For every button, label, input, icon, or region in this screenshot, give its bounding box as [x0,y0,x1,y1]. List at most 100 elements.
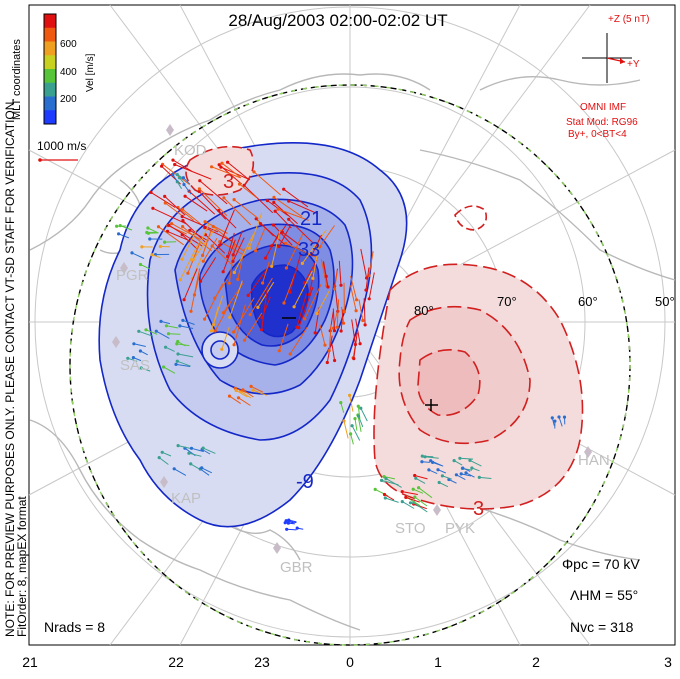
vector-origin-dot [182,183,185,186]
vector-origin-dot [203,318,206,321]
vector-origin-dot [383,493,386,496]
radar-label: KOD [174,142,207,159]
vector-origin-dot [277,208,280,211]
vector-origin-dot [183,298,186,301]
vector-origin-dot [551,416,554,419]
vector-origin-dot [175,342,178,345]
vector-origin-dot [355,309,358,312]
vector-origin-dot [182,176,185,179]
vector-origin-dot [220,348,223,351]
vector-origin-dot [202,260,205,263]
colorbar-segment [44,83,56,97]
vector-origin-dot [232,253,235,256]
vector-origin-dot [210,165,213,168]
vector-origin-dot [404,496,407,499]
vector-origin-dot [355,298,358,301]
vector-origin-dot [357,405,360,408]
vector-origin-dot [179,278,182,281]
vector-origin-dot [287,218,290,221]
vector-origin-dot [186,272,189,275]
stat-model: Stat Mod: RG96 [566,117,638,128]
mlt-tick: 21 [22,654,38,670]
vector-origin-dot [333,287,336,290]
vector-origin-dot [409,501,412,504]
vector-origin-dot [384,496,387,499]
imf-source: OMNI IMF [580,102,626,113]
vector-origin-dot [455,473,458,476]
vector-origin-dot [353,417,356,420]
vector-origin-dot [181,215,184,218]
colorbar-segment [44,42,56,56]
vector-origin-dot [557,415,560,418]
vector-origin-dot [139,349,142,352]
vector-origin-dot [164,201,167,204]
vector-origin-dot [228,316,231,319]
vector-origin-dot [119,224,122,227]
vector-origin-dot [289,352,292,355]
vector-origin-dot [159,245,162,248]
lat-label: 60° [578,294,598,309]
vector-origin-dot [212,225,215,228]
colorbar-tick: 400 [60,67,77,78]
vector-origin-dot [235,389,238,392]
contour-label: 3 [473,498,484,520]
colorbar-segment [44,97,56,111]
vector-origin-dot [204,220,207,223]
vector-origin-dot [177,444,180,447]
mlt-tick: 0 [346,654,354,670]
vector-origin-dot [237,396,240,399]
vector-origin-dot [139,263,142,266]
vector-origin-dot [277,245,280,248]
lat-label: 80° [414,303,434,318]
vector-origin-dot [130,251,133,254]
vector-origin-dot [132,342,135,345]
vector-origin-dot [464,471,467,474]
vector-origin-dot [167,332,170,335]
vector-scale-dot [38,158,42,162]
vector-origin-dot [421,455,424,458]
mlt-tick: 2 [532,654,540,670]
vector-origin-dot [189,462,192,465]
vector-origin-dot [174,363,177,366]
vector-origin-dot [311,277,314,280]
vector-origin-dot [326,285,329,288]
vector-origin-dot [553,420,556,423]
vector-origin-dot [315,312,318,315]
vector-origin-dot [413,474,416,477]
vector-origin-dot [181,319,184,322]
vector-origin-dot [325,275,328,278]
velocity-vector [169,334,181,335]
lat-label: 50° [655,294,675,309]
lat-label: 70° [497,294,517,309]
vector-origin-dot [222,270,225,273]
vector-origin-dot [176,173,179,176]
vector-origin-dot [314,331,317,334]
vector-origin-dot [173,163,176,166]
mlt-tick: 22 [168,654,184,670]
vector-origin-dot [252,170,255,173]
vector-origin-dot [364,323,367,326]
vector-origin-dot [336,326,339,329]
vector-origin-dot [222,196,225,199]
vector-origin-dot [159,320,162,323]
vector-origin-dot [249,313,252,316]
vector-origin-dot [365,276,368,279]
radar-label: PYK [445,520,475,537]
vector-origin-dot [423,455,426,458]
vector-origin-dot [165,324,168,327]
vector-origin-dot [167,224,170,227]
hm-boundary-latitude: ΛHM = 55° [570,587,638,603]
vector-origin-dot [117,232,120,235]
vector-origin-dot [200,466,203,469]
vector-origin-dot [140,245,143,248]
vector-origin-dot [287,200,290,203]
vector-origin-dot [354,343,357,346]
vector-origin-dot [190,447,193,450]
vector-origin-dot [453,459,456,462]
vector-origin-dot [414,477,417,480]
vector-origin-dot [563,416,566,419]
vector-origin-dot [259,222,262,225]
fit-order: FitOrder: 8, mapEX format [15,496,29,637]
